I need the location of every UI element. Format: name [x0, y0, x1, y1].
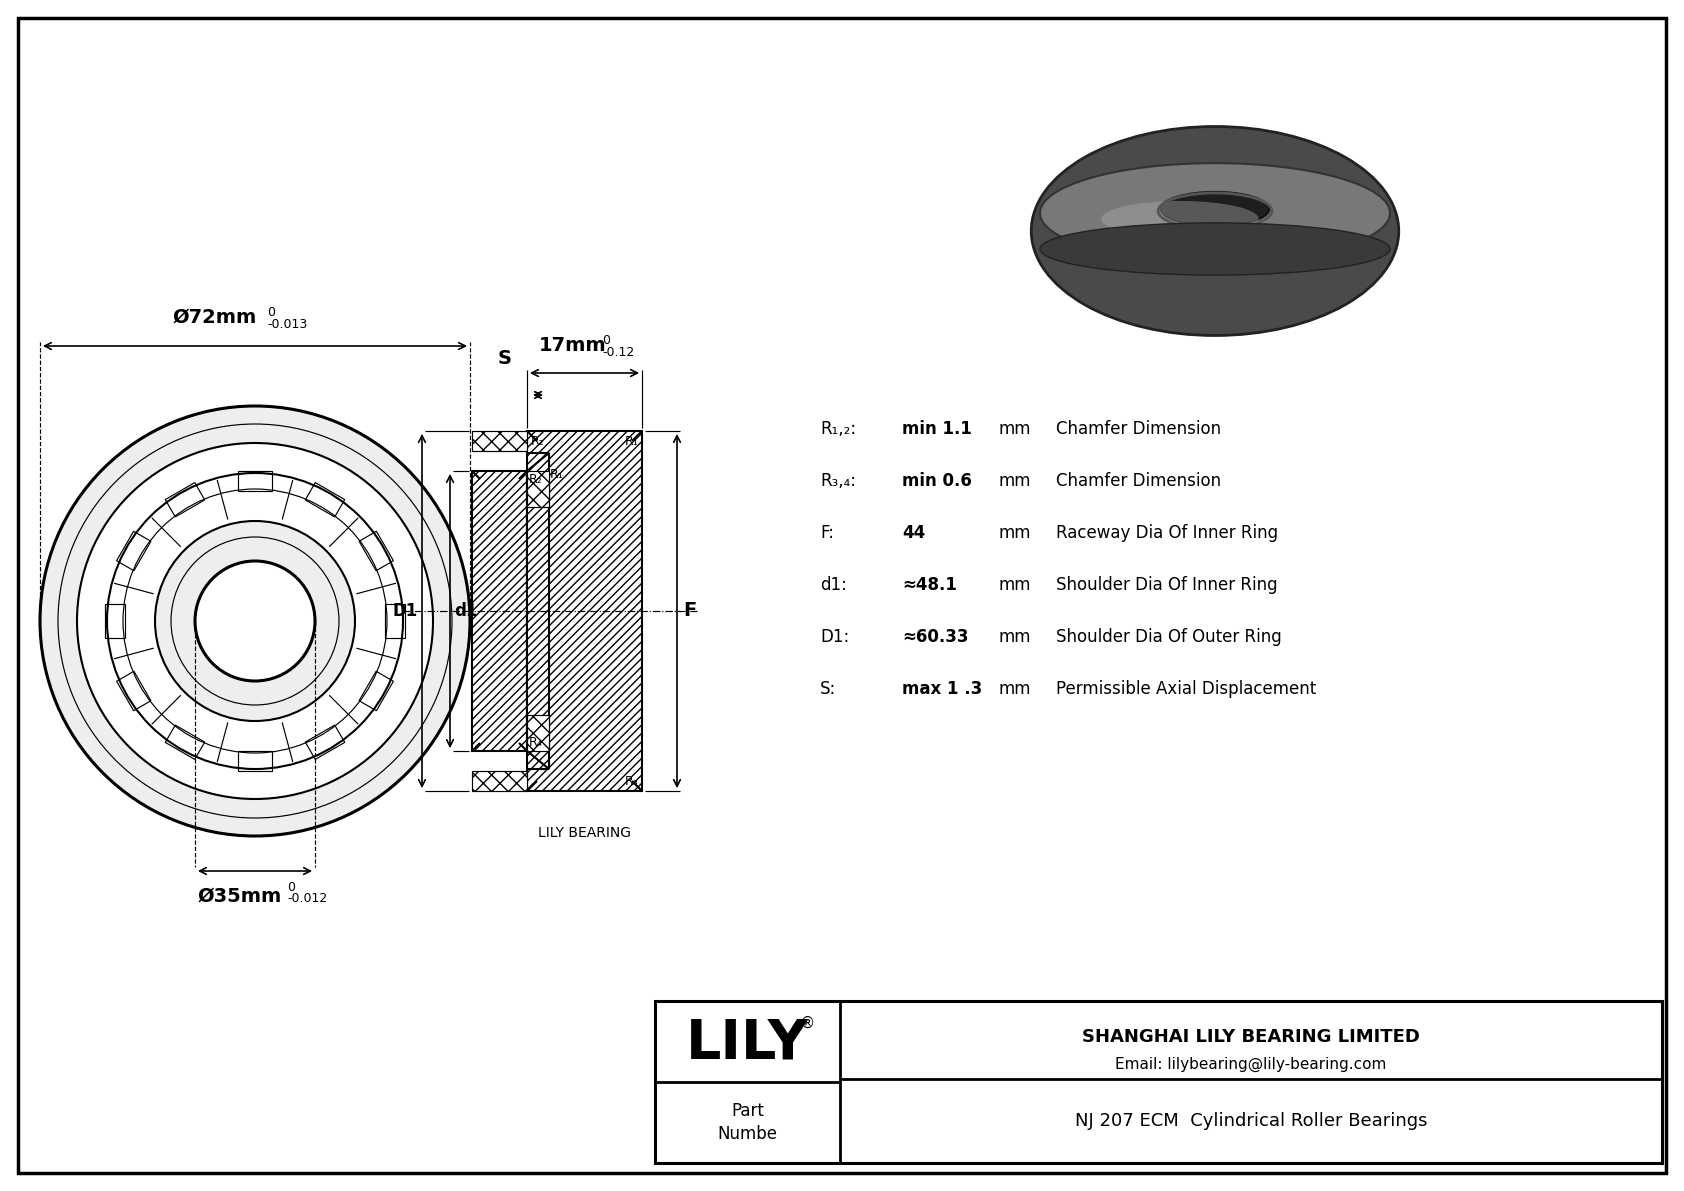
Text: F: F — [684, 601, 695, 621]
Text: -0.012: -0.012 — [286, 892, 327, 905]
Bar — [116, 672, 152, 711]
Text: R₁,₂:: R₁,₂: — [820, 420, 855, 438]
Bar — [527, 431, 642, 791]
Bar — [165, 725, 205, 760]
Text: Shoulder Dia Of Inner Ring: Shoulder Dia Of Inner Ring — [1056, 576, 1278, 594]
Bar — [237, 752, 273, 771]
Bar — [472, 470, 527, 752]
Bar — [472, 431, 527, 451]
Text: SHANGHAI LILY BEARING LIMITED: SHANGHAI LILY BEARING LIMITED — [1083, 1028, 1420, 1046]
Text: -0.12: -0.12 — [603, 347, 635, 358]
Ellipse shape — [1041, 163, 1389, 263]
Bar — [305, 482, 345, 517]
Text: 17mm: 17mm — [539, 336, 606, 355]
Text: ®: ® — [800, 1016, 815, 1031]
Bar — [116, 531, 152, 570]
Bar — [359, 531, 394, 570]
Text: min 0.6: min 0.6 — [903, 472, 972, 490]
Text: 0: 0 — [603, 333, 611, 347]
Text: ≈60.33: ≈60.33 — [903, 628, 968, 646]
Text: mm: mm — [999, 576, 1031, 594]
Bar — [237, 470, 273, 491]
Bar — [655, 1000, 1662, 1162]
Text: Part
Numbe: Part Numbe — [717, 1102, 778, 1143]
Text: R₄: R₄ — [529, 736, 542, 749]
Bar — [305, 725, 345, 760]
Text: mm: mm — [999, 680, 1031, 698]
Text: F:: F: — [820, 524, 834, 542]
Bar — [527, 715, 549, 752]
Text: mm: mm — [999, 420, 1031, 438]
Ellipse shape — [1041, 223, 1389, 275]
Text: ≈48.1: ≈48.1 — [903, 576, 957, 594]
Text: Chamfer Dimension: Chamfer Dimension — [1056, 472, 1221, 490]
Ellipse shape — [1031, 126, 1399, 336]
Text: S:: S: — [820, 680, 837, 698]
Text: Ø35mm: Ø35mm — [199, 887, 283, 906]
Text: Ø72mm: Ø72mm — [173, 308, 258, 328]
Bar — [359, 672, 394, 711]
Bar — [472, 771, 527, 791]
Text: mm: mm — [999, 524, 1031, 542]
Wedge shape — [40, 406, 470, 836]
Text: mm: mm — [999, 472, 1031, 490]
Text: R₂: R₂ — [530, 435, 544, 448]
Text: R₁: R₁ — [625, 435, 638, 448]
Text: LILY: LILY — [685, 1016, 808, 1071]
Text: R₂: R₂ — [529, 473, 542, 486]
Text: R₃: R₃ — [625, 775, 638, 788]
Text: -0.013: -0.013 — [268, 318, 306, 331]
Bar — [104, 604, 125, 638]
Bar — [527, 470, 549, 507]
Text: Permissible Axial Displacement: Permissible Axial Displacement — [1056, 680, 1317, 698]
Text: NJ 207 ECM  Cylindrical Roller Bearings: NJ 207 ECM Cylindrical Roller Bearings — [1074, 1112, 1428, 1130]
Text: D1: D1 — [392, 601, 418, 621]
Bar — [386, 604, 404, 638]
Polygon shape — [527, 453, 549, 769]
Text: D1:: D1: — [820, 628, 849, 646]
Text: Email: lilybearing@lily-bearing.com: Email: lilybearing@lily-bearing.com — [1115, 1056, 1386, 1072]
Wedge shape — [155, 520, 355, 721]
Text: 0: 0 — [268, 306, 274, 319]
Text: R₁: R₁ — [551, 468, 564, 481]
Text: min 1.1: min 1.1 — [903, 420, 972, 438]
Text: d1: d1 — [455, 601, 477, 621]
Text: 0: 0 — [286, 881, 295, 894]
Text: LILY BEARING: LILY BEARING — [537, 827, 632, 840]
Text: max 1 .3: max 1 .3 — [903, 680, 982, 698]
Ellipse shape — [1160, 192, 1270, 226]
Text: mm: mm — [999, 628, 1031, 646]
Text: Raceway Dia Of Inner Ring: Raceway Dia Of Inner Ring — [1056, 524, 1278, 542]
Text: S: S — [498, 349, 512, 368]
Text: Shoulder Dia Of Outer Ring: Shoulder Dia Of Outer Ring — [1056, 628, 1282, 646]
Text: R₃,₄:: R₃,₄: — [820, 472, 855, 490]
Text: 44: 44 — [903, 524, 925, 542]
Bar — [165, 482, 205, 517]
Ellipse shape — [1101, 201, 1258, 237]
Text: d1:: d1: — [820, 576, 847, 594]
Text: Chamfer Dimension: Chamfer Dimension — [1056, 420, 1221, 438]
